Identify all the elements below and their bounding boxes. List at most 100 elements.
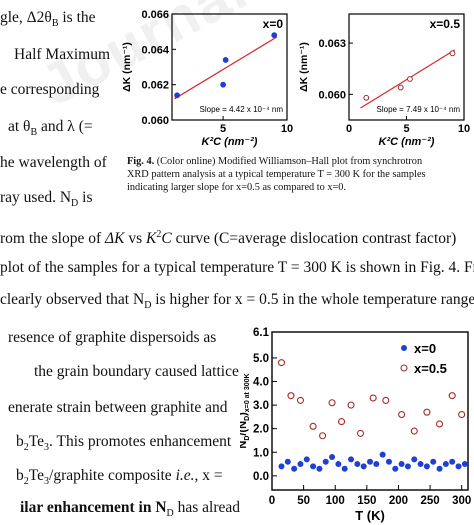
data-point-x0 [329, 453, 336, 460]
text-line-5: he wavelength of [0, 154, 107, 171]
data-point [174, 92, 181, 99]
data-point-x05 [448, 392, 456, 400]
data-point-x0 [449, 458, 456, 465]
x-tick-label: 250 [420, 495, 439, 507]
wh-plot-x05: 0.060 0.063 0 5 10 x=0.5 Slope = 7.49 x 10⁻⁴ n… [298, 13, 470, 148]
data-point-x0 [348, 456, 355, 463]
data-point-x0 [423, 463, 430, 470]
data-point-x05 [435, 420, 444, 428]
y-tick-label: 0.066 [141, 9, 169, 21]
x-tick-label: 0 [346, 123, 352, 135]
data-point-x0 [398, 461, 405, 468]
data-point-x0 [373, 461, 380, 468]
x-axis-label: K²C (nm⁻²) [202, 136, 258, 148]
data-point-x0 [436, 465, 443, 472]
data-point-x0 [455, 463, 462, 470]
data-point [222, 57, 229, 63]
data-point-x0 [284, 458, 291, 465]
x-tick-label: 50 [297, 495, 310, 507]
data-point-x0 [291, 465, 298, 472]
data-point-x05 [319, 432, 327, 440]
y-axis-label: ΔK (nm⁻¹) [298, 42, 310, 92]
data-point [271, 32, 278, 39]
body-line-1: rom the slope of ΔK vs K2C curve (C=aver… [0, 229, 457, 248]
y-tick-label: 1.0 [253, 447, 269, 459]
y-tick-label: 0.064 [141, 44, 169, 56]
y-tick-label: 0.063 [318, 38, 346, 50]
slope-annotation: Slope = 7.49 x 10⁻⁴ nm [377, 105, 461, 114]
data-point [220, 81, 227, 88]
y-tick-label: 0.0 [253, 471, 269, 483]
legend-marker-x05 [400, 364, 408, 372]
nd-ratio-plot: 0.0 1.0 2.0 3.0 4.0 5.0 6.1 0 50 100 150 200 250 300 x… [240, 327, 471, 523]
body-line-3: clearly observed that ND is higher for x… [0, 291, 474, 312]
left-text-block-top: gle, Δ2θB is the Half Maximum e correspo… [0, 0, 120, 220]
data-point-x05 [356, 429, 365, 437]
data-point-x05 [277, 359, 286, 367]
body-line-2: plot of the samples for a typical temper… [0, 259, 474, 276]
legend-label-x05: x=0.5 [414, 361, 447, 376]
slope-annotation: Slope = 4.42 x 10⁻⁴ nm [200, 105, 284, 114]
x-tick-label: 150 [357, 495, 376, 507]
data-point-x05 [423, 408, 431, 416]
y-tick-label: 0.060 [141, 115, 169, 127]
bottom-line-1: resence of graphite dispersoids as [8, 329, 217, 346]
data-point-x0 [385, 458, 392, 465]
data-point [449, 50, 456, 57]
data-point-x05 [398, 410, 406, 419]
bottom-line-5: b2Te3/graphite composite i.e., x = [16, 467, 223, 488]
data-point-x05 [347, 401, 355, 409]
data-point-x05 [309, 422, 317, 430]
legend-label: x=0 [263, 17, 284, 31]
data-point-x05 [328, 399, 336, 407]
caption-line-1: Fig. 4. (Color online) Modified Williams… [127, 156, 423, 167]
data-point-x0 [316, 465, 323, 472]
wh-plot-x0: 0.060 0.062 0.064 0.066 5 10 x=0 Slope = 4.42 x… [121, 9, 293, 148]
text-line-1: gle, Δ2θB is the [0, 9, 96, 30]
data-point-x05 [287, 392, 295, 400]
bottom-line-3: enerate strain between graphite and [8, 399, 228, 416]
y-tick-label: 3.0 [253, 400, 269, 412]
data-point-x0 [360, 463, 367, 470]
y-axis-label: ND/(ND)x=0 at 300K [240, 373, 251, 448]
left-text-block-bottom: resence of graphite dispersoids as the g… [0, 320, 240, 525]
y-tick-label: 5.0 [253, 353, 269, 365]
data-point-x0 [442, 461, 449, 468]
figure-caption: Fig. 4. (Color online) Modified Williams… [127, 155, 474, 195]
data-point-x05 [337, 418, 346, 426]
data-point-x05 [410, 427, 418, 435]
legend-label-x0: x=0 [414, 341, 436, 356]
data-point [397, 84, 404, 91]
bottom-line-4: b2Te3. This promotes enhancement [16, 433, 232, 454]
data-point [363, 94, 370, 101]
data-point-x0 [392, 465, 399, 472]
fit-line [174, 36, 278, 100]
y-tick-label: 6.1 [253, 327, 270, 339]
x-tick-label: 300 [452, 495, 471, 507]
x-tick-label: 200 [389, 495, 408, 507]
legend-marker-x0 [401, 345, 407, 351]
data-point-x0 [430, 458, 437, 465]
x-tick-label: 0 [269, 495, 275, 507]
x-tick-label: 5 [220, 123, 226, 135]
bottom-line-2: the grain boundary caused lattice [34, 363, 239, 380]
caption-line-2: XRD pattern analysis at a typical temper… [127, 169, 426, 181]
data-point-x0 [461, 461, 468, 468]
data-point-x0 [297, 461, 304, 468]
data-point-x0 [310, 463, 317, 470]
x-tick-label: 10 [458, 123, 470, 135]
data-point-x05 [369, 394, 377, 402]
data-point [407, 76, 413, 82]
x-tick-label: 100 [326, 495, 345, 507]
legend-label: x=0.5 [430, 17, 461, 31]
y-tick-label: 0.062 [141, 80, 169, 92]
plot-frame [271, 331, 469, 491]
data-point-x0 [417, 461, 424, 468]
x-axis-label: K²C (nm⁻²) [379, 136, 435, 148]
data-point-x0 [354, 461, 361, 468]
plot-frame [171, 13, 288, 121]
text-line-3: e corresponding [0, 81, 100, 98]
data-point-x0 [322, 458, 329, 465]
data-point-x05 [458, 410, 466, 419]
y-tick-label: 0.060 [318, 89, 346, 101]
